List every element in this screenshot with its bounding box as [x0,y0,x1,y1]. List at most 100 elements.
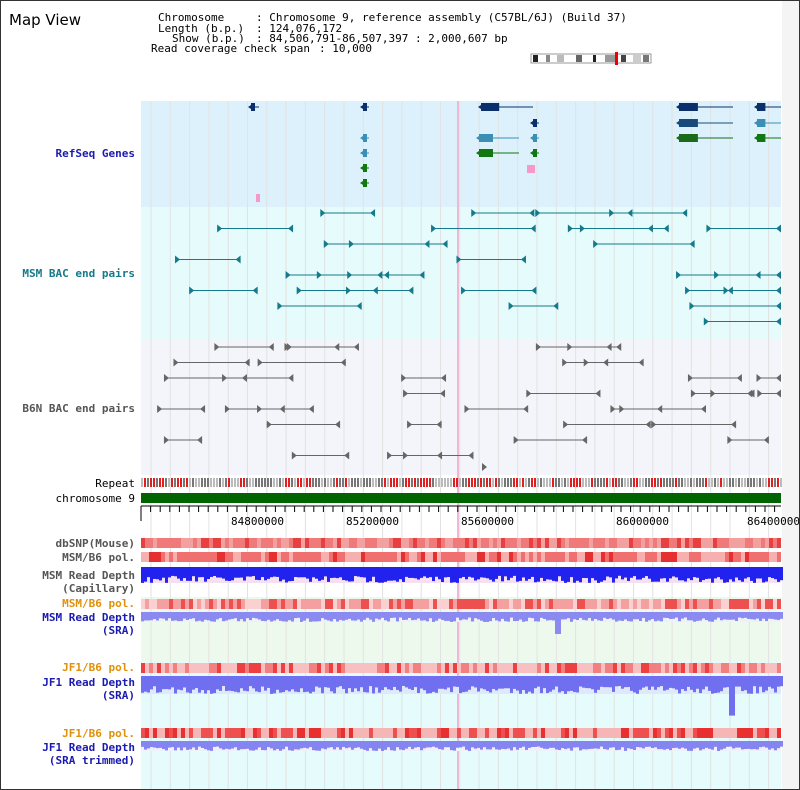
polymorphism-cell [493,728,497,738]
polymorphism-cell [173,599,177,609]
polymorphism-cell [633,663,637,673]
gene-pink-mark [256,194,260,202]
read-depth-bar [318,612,321,622]
read-depth-bar [258,741,261,748]
read-depth-bar [168,741,171,748]
read-depth-bar [444,612,447,621]
bac-end-marker [685,286,691,295]
read-depth-bar [276,741,279,750]
polymorphism-cell [425,663,429,673]
polymorphism-cell [489,728,493,738]
read-depth-bar [297,676,300,693]
polymorphism-cell [549,663,553,673]
polymorphism-cell [285,538,289,548]
read-depth-bar [666,612,669,618]
read-depth-bar [432,567,435,582]
bac-end-marker [757,389,763,398]
repeat-block [300,478,302,487]
info-chromosome-value: : Chromosome 9, reference assembly (C57B… [256,11,627,24]
track-label-msm-depth-sra-2: (SRA) [101,624,135,637]
read-depth-bar [204,676,207,694]
repeat-block [267,478,269,487]
read-depth-bar [381,612,384,618]
repeat-block [264,478,266,487]
read-depth-bar [459,741,462,748]
polymorphism-cell [405,538,409,548]
repeat-block [288,478,290,487]
read-depth-bar [318,567,321,581]
polymorphism-cell [441,728,445,738]
repeat-block [564,478,566,487]
repeat-block [396,478,398,487]
polymorphism-cell [477,663,481,673]
polymorphism-cell [601,599,605,609]
polymorphism-cell [509,663,513,673]
polymorphism-cell [621,663,625,673]
read-depth-bar [687,676,690,687]
polymorphism-cell [737,552,741,562]
read-depth-bar [600,567,603,582]
polymorphism-cell [577,552,581,562]
read-depth-bar [240,612,243,620]
read-depth-bar [180,567,183,581]
read-depth-bar [246,567,249,577]
gene-exon [479,149,493,157]
polymorphism-cell [545,538,549,548]
read-depth-bar [339,612,342,620]
read-depth-bar [666,676,669,690]
polymorphism-cell [661,538,665,548]
polymorphism-cell [161,599,165,609]
read-depth-bar [300,567,303,578]
read-depth-bar [213,567,216,576]
read-depth-bar [684,612,687,618]
polymorphism-cell [521,552,525,562]
polymorphism-cell [417,599,421,609]
read-depth-bar [150,612,153,621]
bac-end-marker [370,209,376,217]
polymorphism-cell [221,728,225,738]
read-depth-bar [627,741,630,749]
bac-end-marker [508,302,514,310]
polymorphism-cell [397,728,401,738]
read-depth-bar [162,612,165,619]
read-depth-bar [297,612,300,618]
polymorphism-cell [361,728,365,738]
gene-arrow [478,103,484,111]
polymorphism-cell [145,552,149,562]
read-depth-bar [189,612,192,619]
gene-exon [757,119,766,127]
read-depth-bar [393,567,396,581]
bac-end-marker [776,302,781,310]
polymorphism-cell [457,552,461,562]
polymorphism-cell [497,538,501,548]
ideogram-band [605,55,615,62]
read-depth-bar [162,676,165,690]
repeat-block [351,478,353,487]
read-depth-bar [282,676,285,693]
read-depth-bar [603,676,606,688]
polymorphism-cell [277,728,281,738]
read-depth-bar [474,567,477,581]
read-depth-bar [546,567,549,580]
read-depth-bar [432,741,435,747]
polymorphism-cell [689,538,693,548]
read-depth-bar [753,567,756,583]
polymorphism-cell [145,599,149,609]
repeat-block [399,478,401,487]
read-depth-bar [609,676,612,688]
polymorphism-cell [509,538,513,548]
read-depth-bar [534,567,537,583]
bac-end-marker [610,405,616,413]
read-depth-bar [306,567,309,579]
repeat-block [429,478,431,487]
bac-end-marker [163,436,169,444]
polymorphism-cell [517,552,521,562]
polymorphism-cell [381,663,385,673]
polymorphism-cell [541,728,545,738]
read-depth-bar [510,676,513,693]
read-depth-bar [777,741,780,749]
bac-end-marker [776,317,781,326]
read-depth-bar [612,741,615,748]
read-depth-bar [183,676,186,688]
